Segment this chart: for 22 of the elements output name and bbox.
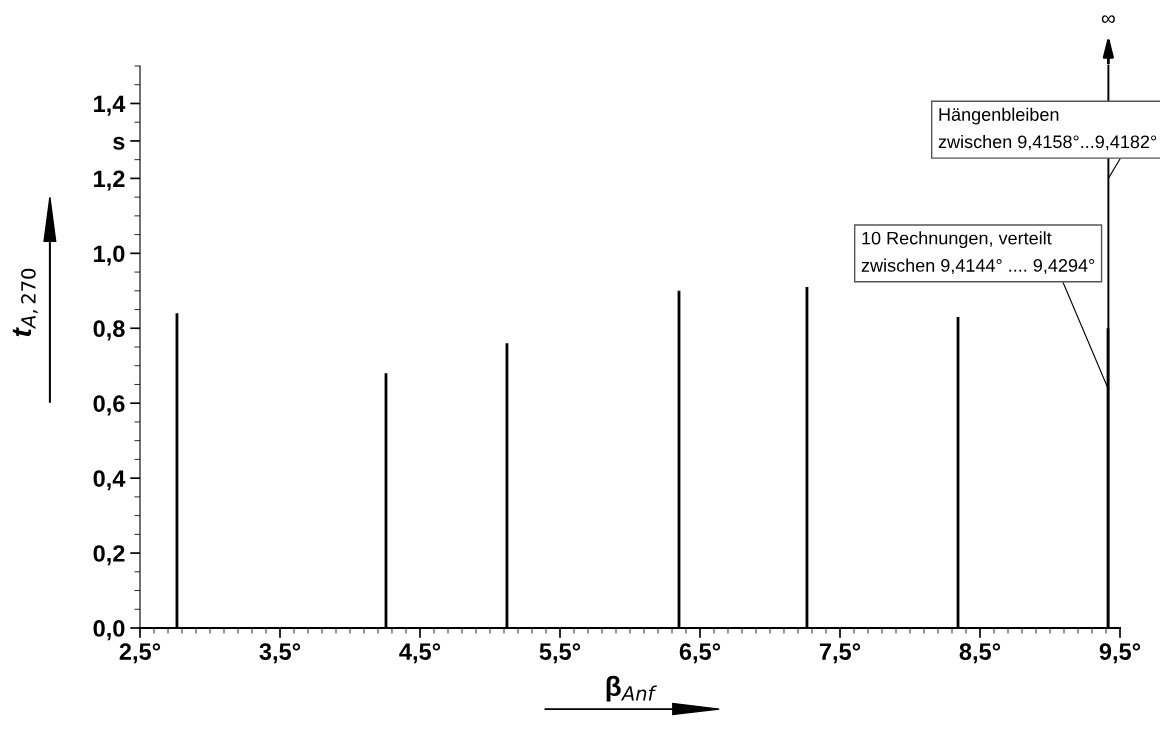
y-tick-label: 0,6 [93, 395, 125, 416]
x-tick-label: 9,5° [1099, 643, 1141, 664]
y-axis-title: t$_{A,270}$ [12, 268, 38, 337]
y-tick-label: 0,8 [93, 320, 125, 341]
y-tick-label: 0,4 [93, 470, 126, 491]
y-tick-label: 1,2 [94, 170, 125, 191]
x-tick-label: 4,5° [399, 643, 441, 664]
annotation: Hängenbleiben zwischen 9,4158°...9,4182° [938, 107, 1157, 151]
x-tick-label: 7,5° [819, 643, 861, 664]
x-tick-label: 3,5° [259, 643, 301, 664]
y-tick-label: 0,0 [93, 620, 125, 641]
y-tick-label: 1,0 [94, 245, 125, 266]
y-tick-label: s [113, 136, 125, 150]
x-axis-title: β$_{Anf}$ [606, 675, 657, 702]
x-tick-label: 5,5° [539, 643, 581, 664]
x-tick-label: 8,5° [959, 643, 1001, 664]
x-tick-label: 2,5° [119, 643, 161, 664]
x-tick-label: 6,5° [679, 643, 721, 664]
y-tick-label: 0,2 [93, 545, 125, 566]
ref-line-label: ∞ [1101, 15, 1115, 24]
y-tick-label: 1,4 [94, 95, 126, 116]
annotation: 10 Rechnungen, verteilt zwischen 9,4144° .... 9,4294° [861, 231, 1095, 274]
